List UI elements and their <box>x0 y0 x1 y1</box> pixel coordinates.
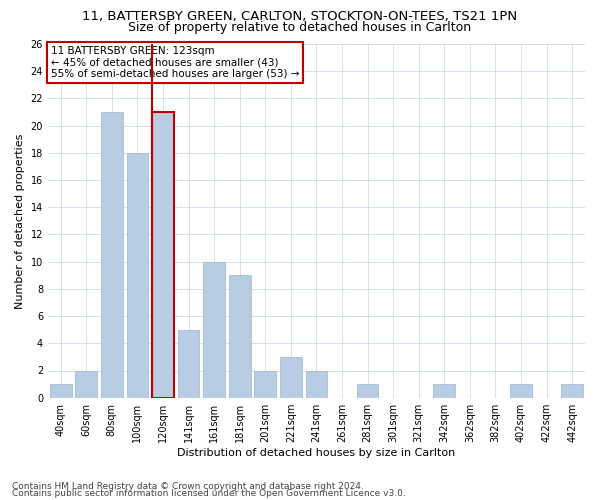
Bar <box>357 384 379 398</box>
Bar <box>203 262 225 398</box>
Bar <box>254 370 276 398</box>
Bar <box>76 370 97 398</box>
Bar <box>280 357 302 398</box>
Bar <box>510 384 532 398</box>
Bar <box>562 384 583 398</box>
Text: Contains public sector information licensed under the Open Government Licence v3: Contains public sector information licen… <box>12 489 406 498</box>
Bar <box>152 112 174 398</box>
Text: Size of property relative to detached houses in Carlton: Size of property relative to detached ho… <box>128 21 472 34</box>
X-axis label: Distribution of detached houses by size in Carlton: Distribution of detached houses by size … <box>178 448 455 458</box>
Text: 11, BATTERSBY GREEN, CARLTON, STOCKTON-ON-TEES, TS21 1PN: 11, BATTERSBY GREEN, CARLTON, STOCKTON-O… <box>82 10 518 23</box>
Bar <box>433 384 455 398</box>
Bar <box>305 370 328 398</box>
Bar <box>178 330 199 398</box>
Text: Contains HM Land Registry data © Crown copyright and database right 2024.: Contains HM Land Registry data © Crown c… <box>12 482 364 491</box>
Bar <box>229 276 251 398</box>
Bar <box>50 384 71 398</box>
Bar <box>101 112 123 398</box>
Y-axis label: Number of detached properties: Number of detached properties <box>15 133 25 308</box>
Bar <box>127 153 148 398</box>
Text: 11 BATTERSBY GREEN: 123sqm
← 45% of detached houses are smaller (43)
55% of semi: 11 BATTERSBY GREEN: 123sqm ← 45% of deta… <box>50 46 299 79</box>
